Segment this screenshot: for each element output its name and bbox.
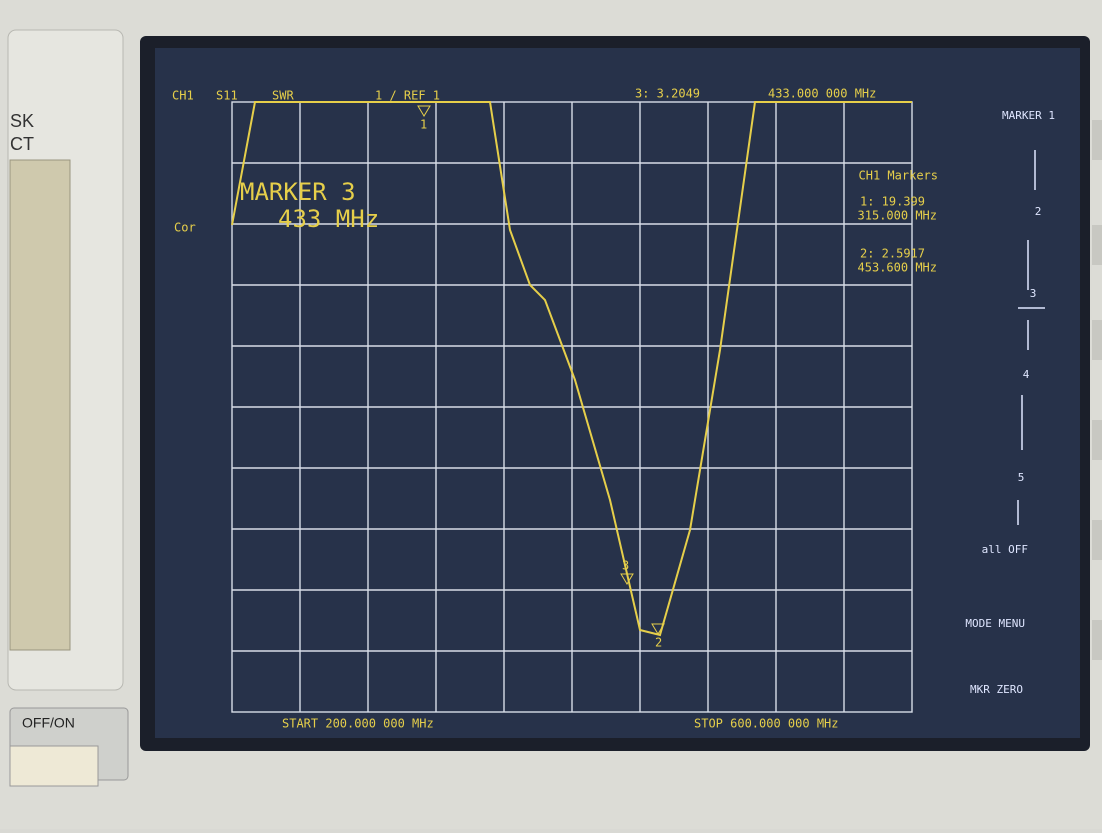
trace-marker: 2 — [655, 636, 662, 650]
bezel-label: CT — [10, 134, 34, 154]
softkey[interactable]: 5 — [1018, 471, 1025, 484]
marker-value: 1: 19.399 — [860, 195, 925, 209]
param: S11 — [216, 89, 238, 103]
active-marker: 3: 3.2049 — [635, 87, 700, 101]
active-freq: 433.000 000 MHz — [768, 87, 876, 101]
trace-marker: 3 — [622, 559, 629, 573]
marker-freq: 315.000 MHz — [858, 209, 937, 223]
grid — [231, 101, 913, 713]
softkey[interactable]: MKR ZERO — [970, 683, 1023, 696]
screen — [155, 48, 1080, 738]
softkey[interactable]: 2 — [1035, 205, 1042, 218]
softkey-buttons — [1092, 120, 1102, 660]
bezel-label: SK — [10, 111, 34, 131]
marker-symbols — [417, 105, 665, 635]
marker-title: MARKER 3 — [240, 178, 356, 206]
marker-freq: 453.600 MHz — [858, 261, 937, 275]
trace — [231, 101, 912, 637]
format: SWR — [272, 89, 294, 103]
power-label: OFF/ON — [22, 715, 75, 731]
scale: 1 / REF 1 — [375, 89, 440, 103]
softkey[interactable]: MODE MENU — [965, 617, 1025, 630]
softkey[interactable]: 3 — [1030, 287, 1037, 300]
softkey[interactable]: all OFF — [982, 543, 1028, 556]
start: START 200.000 000 MHz — [282, 717, 434, 731]
cor: Cor — [174, 221, 196, 235]
stop: STOP 600.000 000 MHz — [694, 717, 839, 731]
trace-marker: 1 — [420, 118, 427, 132]
marker-freq: 433 MHz — [278, 205, 379, 233]
power-button[interactable] — [9, 745, 99, 787]
channel: CH1 — [172, 89, 194, 103]
softkey-dividers — [1017, 150, 1045, 525]
marker-value: 2: 2.5917 — [860, 247, 925, 261]
markers-title: CH1 Markers — [859, 169, 938, 183]
softkey[interactable]: MARKER 1 — [1002, 109, 1055, 122]
softkey[interactable]: 4 — [1023, 368, 1030, 381]
disk-slot — [9, 159, 71, 651]
